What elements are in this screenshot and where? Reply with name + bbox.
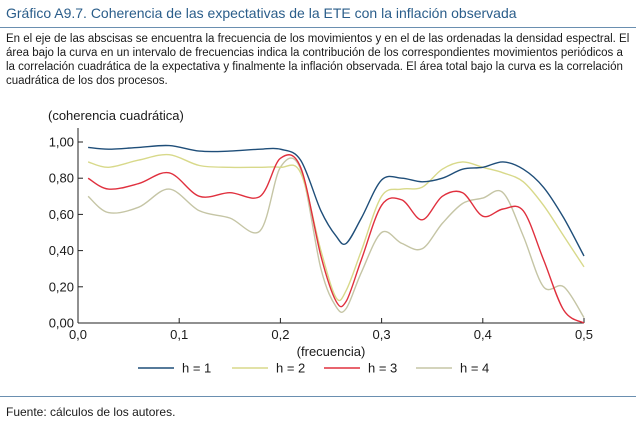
chart-series-lines [87, 144, 585, 324]
y-tick-label: 1,00 [49, 135, 74, 150]
x-tick-label: 0,4 [474, 327, 492, 342]
y-axis-title: (coherencia cuadrática) [48, 108, 184, 123]
chart-legend: h = 1 h = 2 h = 3 h = 4 [138, 361, 489, 376]
y-tick-label: 0,80 [49, 171, 74, 186]
x-tick-label: 0,3 [373, 327, 391, 342]
line-chart: 0,00 0,20 0,40 0,60 0,80 1,00 0,0 0,1 0,2 0,3 0,4 0… [48, 108, 593, 376]
source-note: Fuente: cálculos de los autores. [6, 405, 176, 419]
series-line-h2 [87, 153, 585, 302]
x-tick-label: 0,2 [271, 327, 289, 342]
legend-label: h = 3 [368, 361, 397, 376]
chart-title: Gráfico A9.7. Coherencia de las expectat… [6, 5, 517, 21]
y-tick-label: 0,40 [49, 243, 74, 258]
x-tick-label: 0,0 [69, 327, 87, 342]
y-tick-label: 0,60 [49, 207, 74, 222]
title-divider [0, 27, 636, 28]
y-tick-label: 0,20 [49, 279, 74, 294]
x-axis-title: (frecuencia) [297, 344, 366, 359]
footer-divider [0, 396, 636, 397]
legend-label: h = 4 [460, 361, 489, 376]
chart-axes: 0,00 0,20 0,40 0,60 0,80 1,00 0,0 0,1 0,2 0,3 0,4 0… [48, 108, 593, 359]
series-line-h3 [87, 154, 585, 324]
legend-label: h = 2 [276, 361, 305, 376]
legend-label: h = 1 [182, 361, 211, 376]
x-tick-label: 0,5 [575, 327, 593, 342]
series-line-h1 [88, 144, 585, 257]
chart-description: En el eje de las abscisas se encuentra l… [6, 33, 630, 87]
y-tick-label: 0,00 [49, 316, 74, 331]
x-tick-label: 0,1 [170, 327, 188, 342]
series-line-h4 [87, 157, 585, 318]
